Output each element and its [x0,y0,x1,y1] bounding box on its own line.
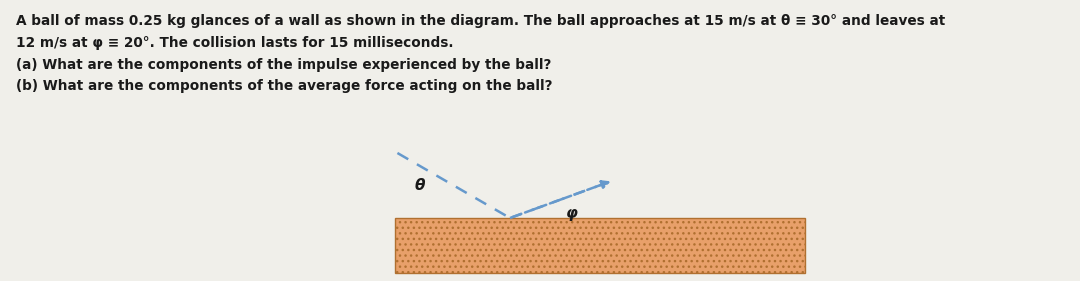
Text: A ball of mass 0.25 kg glances of a wall as shown in the diagram. The ball appro: A ball of mass 0.25 kg glances of a wall… [16,14,945,28]
Text: θ: θ [415,178,426,193]
Text: 12 m/s at φ ≡ 20°. The collision lasts for 15 milliseconds.: 12 m/s at φ ≡ 20°. The collision lasts f… [16,36,454,50]
Text: φ: φ [566,206,578,221]
Text: (a) What are the components of the impulse experienced by the ball?: (a) What are the components of the impul… [16,58,552,72]
Text: (b) What are the components of the average force acting on the ball?: (b) What are the components of the avera… [16,79,553,93]
Bar [395,218,805,273]
